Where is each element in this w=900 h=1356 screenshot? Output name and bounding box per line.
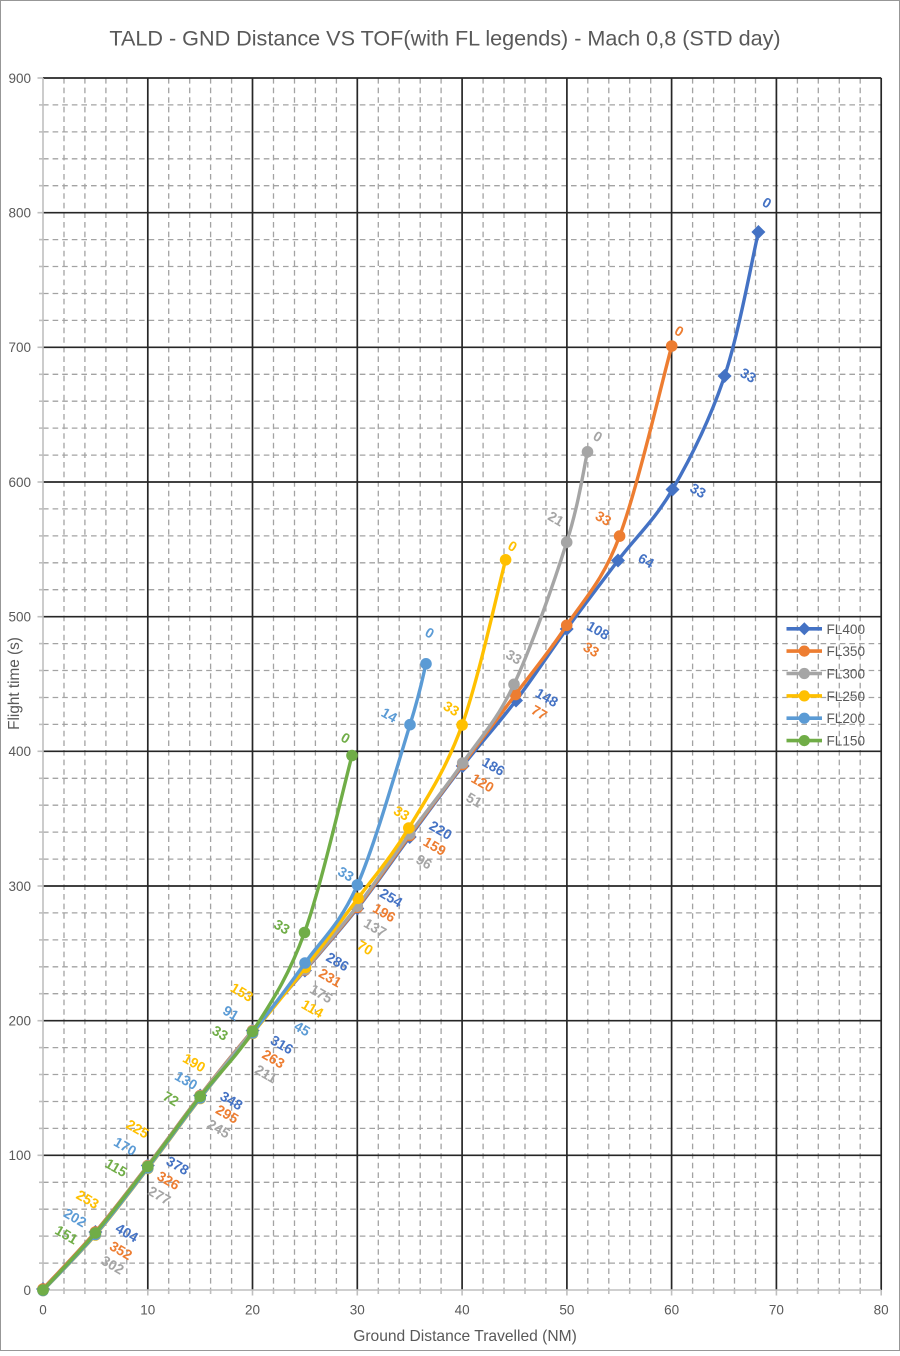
svg-text:33: 33 [593, 507, 615, 529]
svg-text:77: 77 [529, 702, 551, 724]
svg-text:40: 40 [455, 1303, 470, 1318]
svg-text:TALD - GND Distance VS TOF(wit: TALD - GND Distance VS TOF(with FL legen… [109, 26, 780, 51]
svg-text:45: 45 [292, 1018, 314, 1040]
svg-text:21: 21 [545, 508, 567, 530]
svg-text:50: 50 [559, 1303, 574, 1318]
svg-text:60: 60 [664, 1303, 679, 1318]
svg-text:100: 100 [8, 1148, 31, 1163]
svg-text:30: 30 [350, 1303, 365, 1318]
svg-text:FL400: FL400 [827, 622, 866, 637]
svg-text:51: 51 [464, 789, 486, 811]
svg-text:0: 0 [23, 1283, 31, 1298]
svg-text:70: 70 [355, 937, 377, 959]
svg-text:33: 33 [441, 698, 463, 720]
svg-text:FL150: FL150 [827, 734, 866, 749]
svg-text:FL350: FL350 [827, 644, 866, 659]
svg-text:FL300: FL300 [827, 667, 866, 682]
svg-text:33: 33 [581, 639, 603, 661]
svg-text:96: 96 [413, 851, 435, 873]
svg-text:72: 72 [160, 1088, 182, 1110]
svg-text:64: 64 [636, 550, 658, 572]
svg-text:Ground Distance Travelled (NM): Ground Distance Travelled (NM) [353, 1328, 577, 1345]
svg-text:20: 20 [245, 1303, 260, 1318]
svg-text:200: 200 [8, 1014, 31, 1029]
svg-text:33: 33 [391, 802, 413, 824]
svg-text:70: 70 [769, 1303, 784, 1318]
svg-text:FL250: FL250 [827, 689, 866, 704]
svg-text:900: 900 [8, 71, 31, 86]
svg-text:33: 33 [503, 646, 525, 668]
svg-text:80: 80 [874, 1303, 889, 1318]
svg-text:33: 33 [210, 1022, 232, 1044]
svg-text:500: 500 [8, 610, 31, 625]
svg-text:400: 400 [8, 744, 31, 759]
svg-text:33: 33 [738, 364, 760, 386]
svg-text:0: 0 [39, 1303, 47, 1318]
svg-text:14: 14 [379, 704, 401, 726]
svg-text:91: 91 [220, 1002, 242, 1024]
svg-text:33: 33 [271, 916, 293, 938]
svg-text:300: 300 [8, 879, 31, 894]
svg-text:33: 33 [335, 863, 357, 885]
svg-text:600: 600 [8, 475, 31, 490]
svg-text:700: 700 [8, 340, 31, 355]
svg-text:800: 800 [8, 206, 31, 221]
svg-text:33: 33 [687, 480, 709, 502]
svg-text:FL200: FL200 [827, 711, 866, 726]
svg-text:10: 10 [140, 1303, 155, 1318]
svg-text:Flight time (s): Flight time (s) [6, 637, 23, 730]
